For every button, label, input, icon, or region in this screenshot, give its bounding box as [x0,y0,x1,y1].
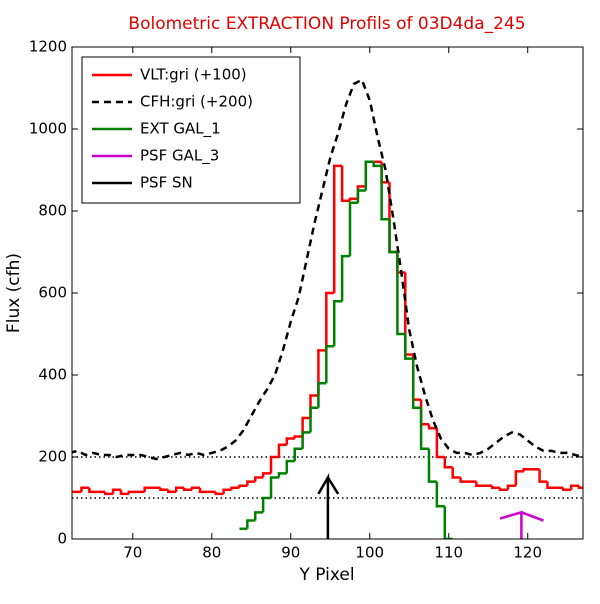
step-line [427,424,437,430]
x-tick-label: 100 [355,544,384,562]
step-line [396,252,406,336]
y-tick-label: 400 [38,366,67,384]
step-line [293,435,303,439]
step-line [222,488,232,494]
step-line [459,477,469,483]
step-line [261,496,272,513]
step-line [435,481,445,508]
step-line [340,254,351,302]
step-line [159,487,169,492]
step-line [356,189,366,203]
step-line [309,406,319,433]
y-tick-label: 200 [38,448,67,466]
step-line [380,165,390,221]
step-line [546,481,556,489]
step-line [230,486,240,490]
step-line [372,161,382,168]
y-tick-label: 600 [38,284,67,302]
plot-frame [71,46,584,540]
y-tick-label: 0 [57,530,67,548]
step-line [277,443,287,457]
legend-label: PSF SN [140,174,193,192]
step-line [348,201,358,257]
legend-label: VLT:gri (+100) [140,66,247,84]
step-line [562,487,572,492]
step-line [522,468,532,472]
line [317,472,340,539]
step-line [332,299,343,347]
y-tick-label: 800 [38,202,67,220]
x-tick-label: 110 [434,544,463,562]
step-line [277,472,287,478]
step-line [340,165,351,202]
step-line [498,487,508,492]
step-line [317,349,327,396]
step-line [514,470,524,486]
step-line [569,484,580,490]
step-line [490,485,501,489]
step-line [198,487,208,494]
step-line [301,431,311,449]
step-line [332,164,343,293]
step-line [411,358,422,410]
step-line [269,476,279,498]
step-line [317,381,327,408]
step-line [285,437,295,445]
y-axis-label: Flux (cfh) [4,253,24,333]
x-tick-label: 90 [281,544,300,562]
step-line [119,489,129,496]
step-line [388,219,398,254]
step-line [293,447,303,462]
line [72,78,583,461]
step-line [419,407,429,451]
step-line [325,345,335,384]
step-line [538,469,548,483]
step-line [348,197,358,201]
x-tick-label: 70 [123,544,142,562]
y-tick-label: 1200 [29,38,67,56]
step-line [238,484,248,488]
step-line [435,428,445,459]
step-line [404,334,414,360]
step-line [214,491,224,496]
step-line [506,484,516,490]
line [499,510,544,539]
step-line [182,487,193,492]
step-line [253,476,264,482]
step-line [301,416,311,437]
step-line [103,491,114,496]
step-line [167,489,177,494]
step-line [88,487,98,494]
step-line [443,506,453,539]
step-line [269,455,279,474]
step-line [364,160,374,191]
chart-title: Bolometric EXTRACTION Profils of 03D4da_… [128,14,525,34]
step-line [190,486,200,490]
step-line [253,511,264,521]
step-line [285,459,295,474]
step-line [246,480,256,486]
legend-label: PSF GAL_3 [140,147,219,166]
step-line [261,472,272,478]
step-line [475,481,485,487]
step-line [175,486,185,492]
step-line [80,486,90,492]
y-tick-label: 1000 [29,120,67,138]
legend-label: CFH:gri (+200) [140,93,253,111]
step-line [577,485,583,489]
x-tick-label: 80 [202,544,221,562]
legend-label: EXT GAL_1 [140,120,221,139]
step-line [443,457,453,469]
step-line [111,488,121,494]
step-line [143,486,153,492]
step-line [325,291,335,351]
step-line [127,490,137,494]
x-tick-label: 120 [513,544,542,562]
step-line [451,467,461,479]
step-line [427,448,437,483]
x-axis-label: Y Pixel [298,565,354,585]
step-line [246,519,256,529]
